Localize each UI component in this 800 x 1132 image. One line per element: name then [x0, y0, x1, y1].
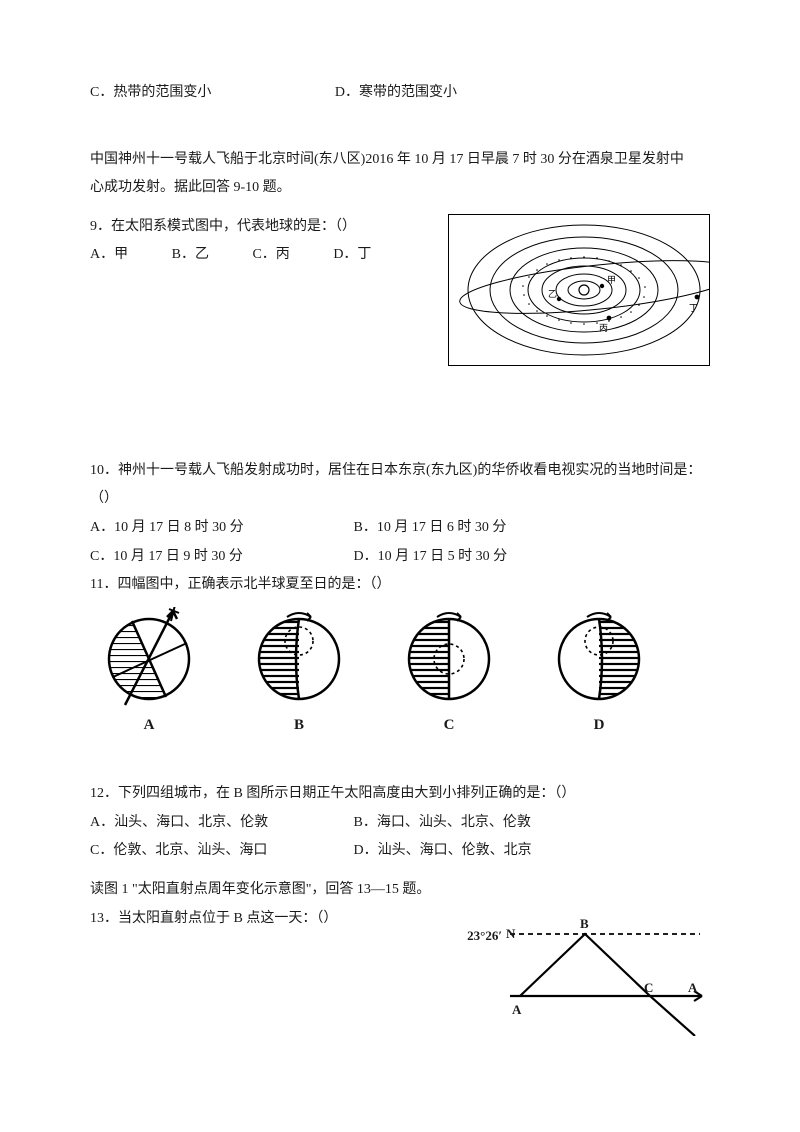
passage-9-10-line1: 中国神州十一号载人飞船于北京时间(东八区)2016 年 10 月 17 日早晨 … — [90, 147, 710, 174]
subsolar-lat-label: 23°26′ — [442, 924, 502, 949]
passage-9-10-line2: 心成功发射。据此回答 9-10 题。 — [90, 175, 710, 202]
q13-block: 23°26′ N B C A A 13．当太阳直射点位于 B 点这一天：（） — [90, 906, 710, 1036]
q10-option-b: B．10 月 17 日 6 时 30 分 — [354, 515, 614, 542]
passage-13-15: 读图 1 "太阳直射点周年变化示意图"，回答 13—15 题。 — [90, 877, 710, 904]
solar-system-figure: 甲 乙 丙 丁 — [448, 214, 710, 366]
subsolar-b-label: B — [580, 912, 589, 937]
q11-diagrams: A — [90, 607, 710, 740]
subsolar-figure: 23°26′ N B C A A — [490, 906, 710, 1036]
q11-label-c: C — [394, 711, 504, 740]
option-c: C．热带的范围变小 — [90, 80, 211, 107]
subsolar-a-label-right: A — [688, 976, 697, 1001]
subsolar-n-label: N — [506, 922, 515, 947]
solar-label-ding: 丁 — [689, 303, 698, 313]
solar-label-jia: 甲 — [607, 275, 616, 285]
q9-option-c: C．丙 — [252, 242, 289, 269]
q10-option-d: D．10 月 17 日 5 时 30 分 — [354, 544, 614, 571]
q9-option-d: D．丁 — [333, 242, 371, 269]
q11-diagram-d: D — [544, 607, 654, 740]
q11-stem: 11．四幅图中，正确表示北半球夏至日的是：（） — [90, 572, 710, 599]
q10-option-c: C．10 月 17 日 9 时 30 分 — [90, 544, 350, 571]
q12-option-a: A．汕头、海口、北京、伦敦 — [90, 810, 350, 837]
q9-block: 甲 乙 丙 丁 9．在太阳系模式图中，代表地球的是：（） A．甲 B．乙 C．丙… — [90, 214, 710, 366]
q11-diagram-a: A — [94, 607, 204, 740]
q11-diagram-b: B — [244, 607, 354, 740]
q9-option-a: A．甲 — [90, 242, 128, 269]
q12-option-d: D．汕头、海口、伦敦、北京 — [354, 838, 614, 865]
q12-option-b: B．海口、汕头、北京、伦敦 — [354, 810, 614, 837]
subsolar-c-label: C — [644, 976, 653, 1001]
q12-option-c: C．伦敦、北京、汕头、海口 — [90, 838, 350, 865]
q12-stem: 12．下列四组城市，在 B 图所示日期正午太阳高度由大到小排列正确的是：（） — [90, 781, 710, 808]
q12-options-row2: C．伦敦、北京、汕头、海口 D．汕头、海口、伦敦、北京 — [90, 838, 710, 865]
q10-option-a: A．10 月 17 日 8 时 30 分 — [90, 515, 350, 542]
option-d: D．寒带的范围变小 — [335, 80, 457, 107]
prev-question-options: C．热带的范围变小 D．寒带的范围变小 — [90, 80, 710, 107]
q11-diagram-c: C — [394, 607, 504, 740]
solar-label-yi: 乙 — [548, 289, 557, 299]
exam-page: C．热带的范围变小 D．寒带的范围变小 中国神州十一号载人飞船于北京时间(东八区… — [0, 0, 800, 1086]
q12-options-row1: A．汕头、海口、北京、伦敦 B．海口、汕头、北京、伦敦 — [90, 810, 710, 837]
q11-label-b: B — [244, 711, 354, 740]
q10-options-row2: C．10 月 17 日 9 时 30 分 D．10 月 17 日 5 时 30 … — [90, 544, 710, 571]
q10-stem-line1: 10．神州十一号载人飞船发射成功时，居住在日本东京(东九区)的华侨收看电视实况的… — [90, 458, 710, 485]
q9-option-b: B．乙 — [172, 242, 209, 269]
q10-options-row1: A．10 月 17 日 8 时 30 分 B．10 月 17 日 6 时 30 … — [90, 515, 710, 542]
q11-label-d: D — [544, 711, 654, 740]
q11-label-a: A — [94, 711, 204, 740]
q10-stem-line2: （） — [90, 486, 710, 513]
solar-label-bing: 丙 — [599, 323, 608, 333]
subsolar-a-label-left: A — [512, 998, 521, 1023]
